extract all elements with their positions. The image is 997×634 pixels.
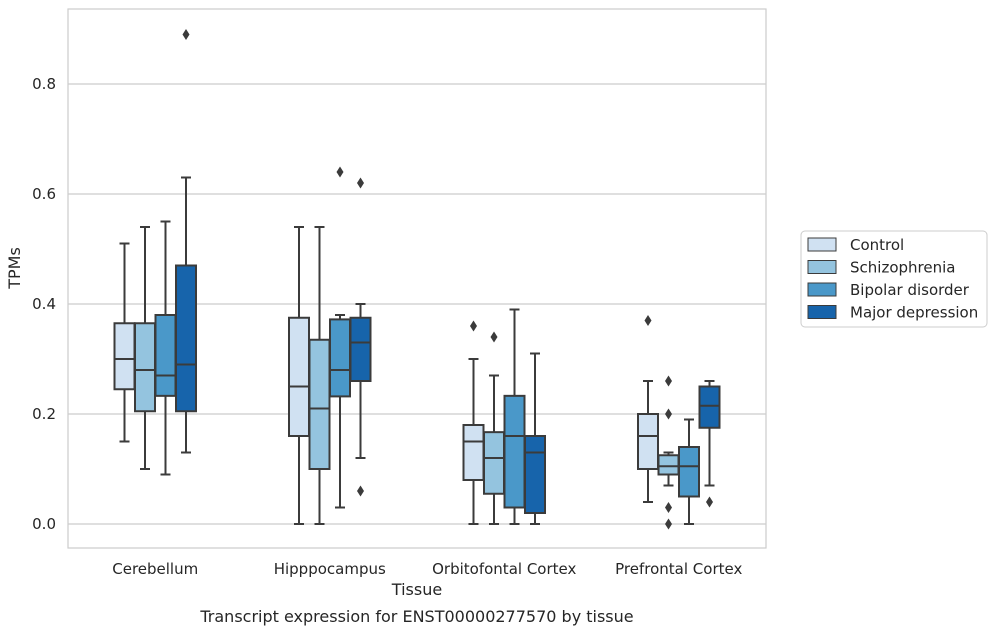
- legend-swatch: [807, 237, 837, 252]
- legend-swatch: [807, 282, 837, 297]
- outlier-point: [357, 485, 364, 497]
- box-body: [349, 316, 372, 382]
- y-tick-label: 0.2: [32, 405, 56, 423]
- legend-label: Major depression: [850, 304, 978, 322]
- y-tick-label: 0.8: [32, 75, 56, 93]
- outlier-point: [665, 375, 672, 387]
- legend: Control Schizophrenia Bipolar disorder Majo…: [800, 230, 988, 328]
- x-tick-label: Hipppocampus: [274, 560, 386, 578]
- outlier-point: [357, 177, 364, 189]
- box-body: [288, 316, 310, 437]
- box-body: [657, 454, 680, 476]
- x-tick-label: Prefrontal Cortex: [615, 560, 742, 578]
- box-bipolar-disorder: [154, 220, 177, 476]
- legend-swatch: [807, 305, 837, 319]
- x-tick-label: Cerebellum: [112, 560, 198, 578]
- box-major-depression: [175, 29, 197, 454]
- box-schizophrenia: [657, 375, 680, 530]
- y-tick-label: 0.6: [32, 185, 56, 203]
- y-tick-label: 0.4: [32, 295, 56, 313]
- box-control: [113, 242, 136, 443]
- box-body: [308, 338, 331, 470]
- x-tick-labels: Cerebellum Hipppocampus Orbitofontal Corte…: [112, 560, 742, 578]
- box-body: [462, 424, 485, 481]
- outlier-point: [182, 29, 190, 40]
- box-schizophrenia: [134, 226, 156, 470]
- box-body: [503, 394, 526, 509]
- legend-frame: [800, 230, 988, 328]
- box-control: [462, 320, 485, 525]
- y-tick-labels: 0.0 0.2 0.4 0.6 0.8: [32, 75, 56, 533]
- box-major-depression: [698, 380, 721, 508]
- outlier-point: [644, 315, 652, 326]
- chart-caption: Transcript expression for ENST0000027757…: [199, 607, 633, 626]
- box-body: [175, 264, 197, 413]
- plot-frame: [67, 8, 767, 549]
- x-tick-label: Orbitofontal Cortex: [432, 560, 576, 578]
- box-schizophrenia: [483, 331, 505, 525]
- box-bipolar-disorder: [678, 418, 700, 525]
- box-bipolar-disorder: [503, 308, 526, 525]
- box-body: [113, 322, 136, 391]
- box-schizophrenia: [308, 226, 331, 525]
- box-layer: [113, 29, 721, 530]
- box-major-depression: [524, 352, 546, 525]
- outlier-point: [336, 166, 344, 178]
- box-body: [524, 435, 546, 514]
- outlier-point: [665, 502, 672, 513]
- legend-label: Control: [850, 236, 904, 254]
- x-axis-title: Tissue: [391, 580, 442, 599]
- box-body: [483, 431, 505, 495]
- outlier-point: [665, 518, 672, 530]
- box-major-depression: [349, 177, 372, 497]
- box-control: [288, 226, 310, 525]
- outlier-point: [490, 331, 498, 343]
- legend-label: Bipolar disorder: [850, 281, 970, 299]
- outlier-point: [706, 496, 713, 508]
- box-body: [154, 314, 177, 397]
- outlier-point: [470, 320, 477, 332]
- box-body: [329, 318, 351, 398]
- legend-label: Schizophrenia: [850, 259, 955, 277]
- y-axis-title: TPMs: [5, 247, 24, 290]
- box-body: [134, 322, 156, 413]
- box-bipolar-disorder: [329, 166, 351, 509]
- outlier-point: [665, 408, 672, 420]
- box-body: [698, 385, 721, 429]
- box-body: [678, 446, 700, 498]
- box-body: [637, 413, 659, 470]
- y-tick-label: 0.0: [32, 515, 56, 533]
- box-control: [637, 315, 659, 503]
- legend-swatch: [807, 260, 837, 274]
